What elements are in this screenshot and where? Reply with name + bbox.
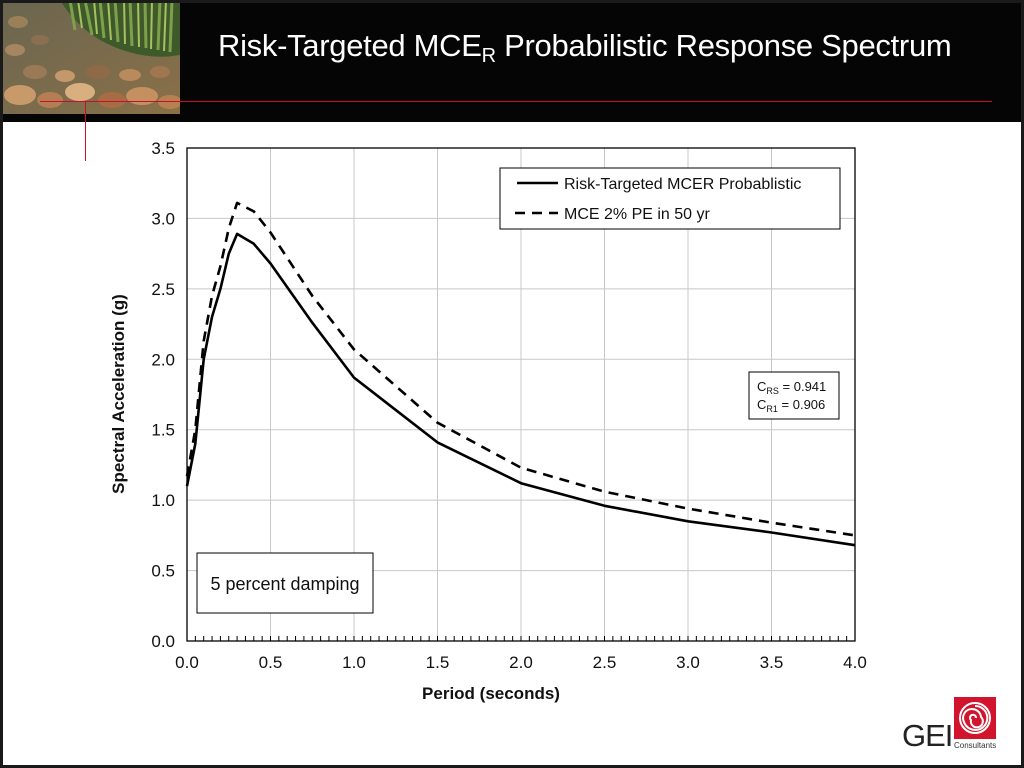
x-tick-label: 0.5	[259, 653, 283, 672]
legend: Risk-Targeted MCER Probablistic MCE 2% P…	[499, 167, 841, 230]
x-tick-label: 4.0	[843, 653, 867, 672]
title-subscript: R	[481, 45, 496, 67]
title-main: Risk-Targeted MCE	[218, 28, 482, 63]
y-tick-label: 1.0	[151, 491, 175, 510]
x-tick-label: 3.5	[760, 653, 784, 672]
coefficient-box-frame	[748, 371, 840, 420]
slide-title: Risk-Targeted MCER Probabilistic Respons…	[218, 26, 978, 67]
gei-logo: GEI Consultants	[902, 697, 1002, 753]
title-rest: Probabilistic Response Spectrum	[495, 28, 952, 63]
y-tick-label: 2.5	[151, 280, 175, 299]
crs-label: CRS = 0.941	[757, 379, 826, 396]
logo-spiral-icon	[954, 697, 996, 739]
y-tick-label: 3.0	[151, 209, 175, 228]
series-line-mcer	[185, 232, 856, 547]
accent-vertical-line	[85, 101, 86, 161]
response-spectrum-chart: 0.0 0.5 1.0 1.5 2.0 2.5 3.0 3.5 0.0 0.5 1.0 1.5 2.0…	[109, 139, 867, 703]
y-tick-labels: 0.0 0.5 1.0 1.5 2.0 2.5 3.0 3.5	[151, 139, 175, 651]
y-tick-label: 0.5	[151, 562, 175, 581]
damping-label: 5 percent damping	[210, 574, 359, 594]
x-tick-labels: 0.0 0.5 1.0 1.5 2.0 2.5 3.0 3.5 4.0	[175, 653, 867, 672]
legend-box	[499, 167, 841, 230]
legend-entry-mcer: Risk-Targeted MCER Probablistic	[564, 176, 801, 193]
x-tick-label: 1.5	[426, 653, 450, 672]
series-line-mce-2pct	[185, 201, 856, 537]
damping-box-frame	[196, 552, 374, 614]
x-tick-label: 2.0	[509, 653, 533, 672]
y-tick-label: 2.0	[151, 350, 175, 369]
x-tick-label: 0.0	[175, 653, 199, 672]
minor-ticks	[186, 636, 856, 641]
x-tick-label: 3.0	[676, 653, 700, 672]
x-tick-label: 2.5	[593, 653, 617, 672]
y-axis-title: Spectral Acceleration (g)	[109, 294, 128, 494]
x-axis-title: Period (seconds)	[422, 684, 560, 703]
logo-subtext: Consultants	[954, 741, 997, 750]
logo-text: GEI	[902, 718, 953, 753]
y-tick-label: 0.0	[151, 632, 175, 651]
series-lines	[185, 201, 856, 547]
coefficient-box: CRS = 0.941 CR1 = 0.906	[748, 371, 840, 420]
y-tick-label: 1.5	[151, 421, 175, 440]
y-tick-label: 3.5	[151, 139, 175, 158]
legend-entry-mce-2pct: MCE 2% PE in 50 yr	[564, 206, 711, 223]
damping-box: 5 percent damping	[196, 552, 374, 614]
x-tick-label: 1.0	[342, 653, 366, 672]
header-photo-stream-stones	[0, 0, 180, 114]
slide-header: Risk-Targeted MCER Probabilistic Respons…	[0, 0, 1024, 122]
header-accent-line	[40, 101, 992, 102]
cr1-label: CR1 = 0.906	[757, 397, 825, 414]
